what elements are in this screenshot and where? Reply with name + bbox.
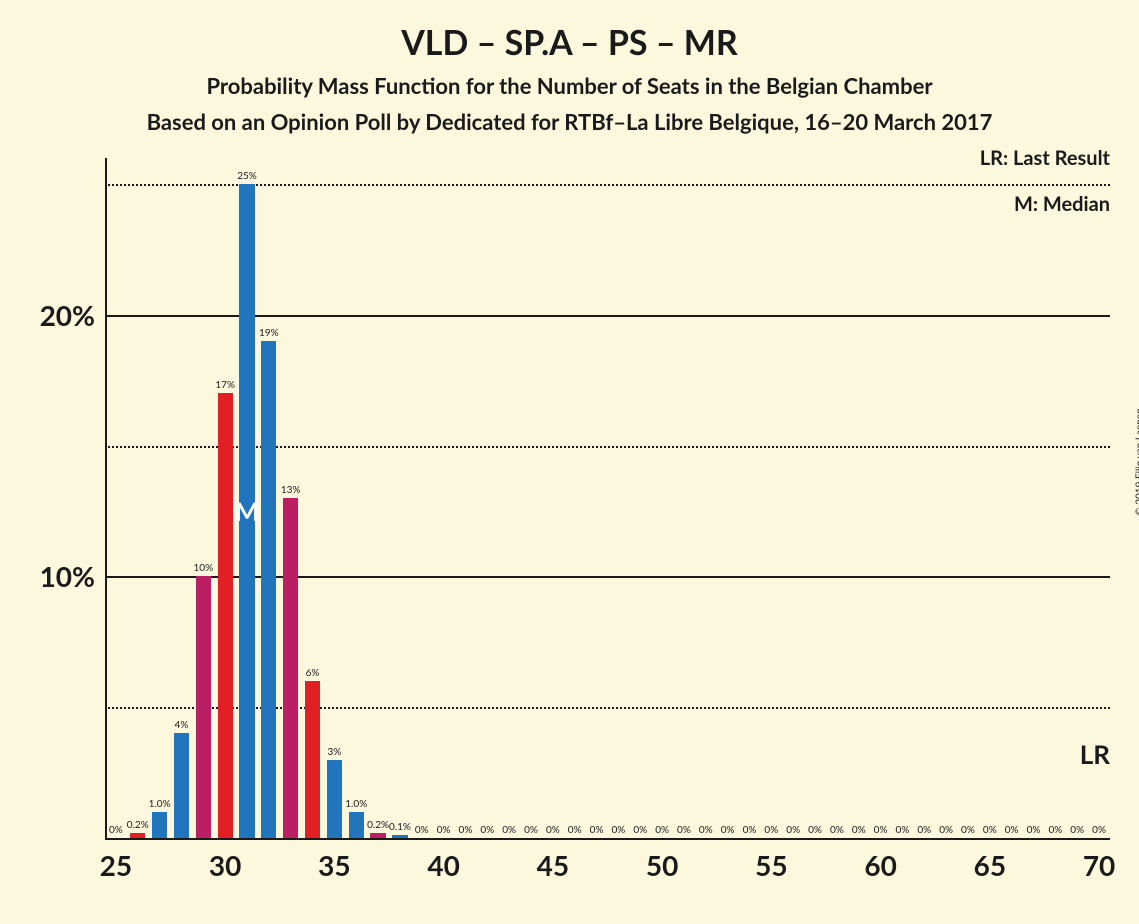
bar-value-label: 0% [568,824,582,838]
bar-value-label: 3% [327,746,341,760]
bar-value-label: 4% [175,719,189,733]
y-tick-label: 20% [40,298,105,332]
x-tick-label: 55 [755,838,787,882]
bar-value-label: 1.0% [149,798,171,812]
bar-value-label: 0.2% [367,819,389,833]
x-tick-label: 65 [974,838,1006,882]
x-tick-label: 60 [864,838,896,882]
chart-subtitle-1: Probability Mass Function for the Number… [0,72,1139,99]
bar: 1.0% [152,812,167,838]
bar: 0.2% [370,833,385,838]
bar-value-label: 0% [764,824,778,838]
median-marker: M [235,495,260,527]
legend-last-result: LR: Last Result [980,146,1110,170]
chart-subtitle-2: Based on an Opinion Poll by Dedicated fo… [0,108,1139,135]
bar: 6% [305,681,320,838]
chart-title: VLD – SP.A – PS – MR [0,22,1139,63]
copyright-text: © 2019 Filip van Laenen [1133,408,1139,515]
bar: 10% [196,576,211,838]
bar: 4% [174,733,189,838]
bar-value-label: 0% [590,824,604,838]
bar: 3% [327,760,342,838]
bar: 1.0% [349,812,364,838]
bar: 19% [261,341,276,838]
bar: 0.1% [392,835,407,838]
bar-value-label: 0% [699,824,713,838]
bar-value-label: 0% [830,824,844,838]
bar-value-label: 0% [1048,824,1062,838]
bar-value-label: 19% [259,327,279,341]
gridline-solid [105,315,1110,317]
gridline-dotted [105,446,1110,448]
gridline-solid [105,838,1110,840]
bar-value-label: 0% [1027,824,1041,838]
bar-value-label: 0% [983,824,997,838]
gridline-dotted [105,707,1110,709]
bar-value-label: 25% [237,170,257,184]
gridline-dotted [105,184,1110,186]
bar-value-label: 0% [437,824,451,838]
bar-value-label: 0% [786,824,800,838]
bar-value-label: 0.2% [127,819,149,833]
bar-value-label: 0% [1092,824,1106,838]
bar: 13% [283,498,298,838]
chart-plot-area: 10%20%253035404550556065700%0.2%1.0%4%10… [105,158,1110,838]
x-tick-label: 35 [318,838,350,882]
bar-value-label: 0.1% [389,821,411,835]
bar-value-label: 0% [655,824,669,838]
bar-value-label: 0% [677,824,691,838]
last-result-marker: LR [1080,738,1110,770]
bar-value-label: 0% [524,824,538,838]
gridline-solid [105,576,1110,578]
bar-value-label: 17% [215,379,235,393]
bar-value-label: 0% [743,824,757,838]
bar-value-label: 0% [1005,824,1019,838]
bar-value-label: 0% [808,824,822,838]
bar-value-label: 0% [1070,824,1084,838]
bar-value-label: 0% [502,824,516,838]
x-tick-label: 50 [646,838,678,882]
x-tick-label: 45 [537,838,569,882]
y-axis [105,158,107,838]
bar-value-label: 0% [961,824,975,838]
bar-value-label: 0% [459,824,473,838]
bar-value-label: 0% [939,824,953,838]
bar-value-label: 0% [480,824,494,838]
x-tick-label: 30 [209,838,241,882]
x-tick-label: 25 [100,838,132,882]
bar-value-label: 0% [415,824,429,838]
bar-value-label: 0% [917,824,931,838]
x-tick-label: 40 [427,838,459,882]
bar-value-label: 0% [721,824,735,838]
x-tick-label: 70 [1083,838,1115,882]
bar-value-label: 0% [874,824,888,838]
bar-value-label: 0% [633,824,647,838]
bar: 17% [218,393,233,838]
bar-value-label: 0% [109,824,123,838]
bar-value-label: 10% [193,562,213,576]
legend-median: M: Median [1014,192,1110,216]
bar: 0.2% [130,833,145,838]
y-tick-label: 10% [40,559,105,593]
bar-value-label: 0% [896,824,910,838]
bar-value-label: 0% [546,824,560,838]
bar-value-label: 0% [852,824,866,838]
bar-value-label: 13% [281,484,301,498]
bar-value-label: 0% [611,824,625,838]
bar-value-label: 6% [306,667,320,681]
bar-value-label: 1.0% [345,798,367,812]
